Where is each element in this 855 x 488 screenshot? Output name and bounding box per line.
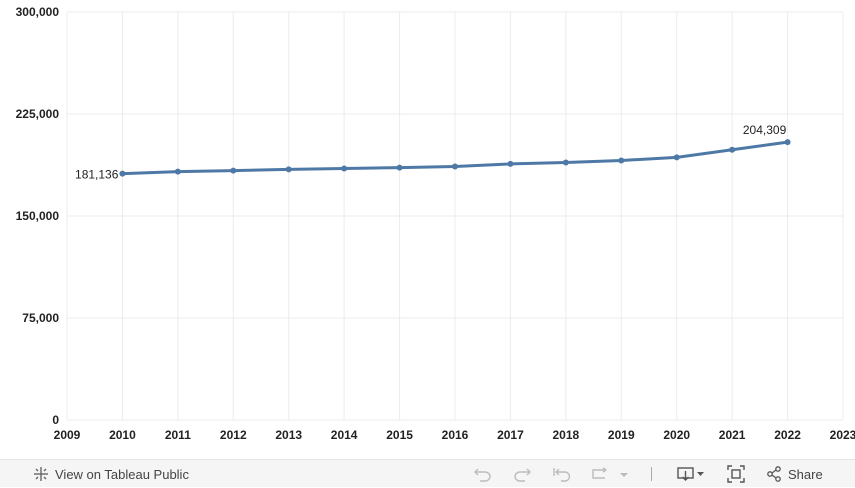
tableau-logo-icon bbox=[33, 466, 49, 482]
x-tick-label: 2023 bbox=[830, 428, 855, 442]
fullscreen-button[interactable] bbox=[727, 460, 745, 488]
data-point bbox=[784, 139, 791, 146]
toolbar-separator bbox=[651, 467, 652, 481]
x-tick-label: 2020 bbox=[663, 428, 690, 442]
share-icon bbox=[766, 466, 782, 482]
x-tick-label: 2013 bbox=[275, 428, 302, 442]
refresh-icon bbox=[590, 466, 630, 482]
data-point bbox=[507, 160, 514, 167]
share-label: Share bbox=[788, 466, 823, 482]
y-tick-label: 150,000 bbox=[16, 209, 60, 223]
y-tick-label: 75,000 bbox=[22, 311, 59, 325]
view-on-tableau-button[interactable]: View on Tableau Public bbox=[33, 460, 189, 488]
line-chart: 0 75,000 150,000 225,000 300,000 2009 2010 2011… bbox=[16, 5, 855, 442]
y-tick-label: 300,000 bbox=[16, 5, 60, 19]
data-point bbox=[341, 165, 348, 172]
chart-svg: 0 75,000 150,000 225,000 300,000 2009 2010 2011… bbox=[16, 5, 855, 442]
x-tick-label: 2018 bbox=[553, 428, 580, 442]
x-tick-label: 2009 bbox=[54, 428, 81, 442]
data-label-last: 204,309 bbox=[743, 123, 787, 137]
data-point bbox=[673, 154, 680, 161]
data-point bbox=[119, 170, 126, 177]
y-tick-label: 0 bbox=[52, 413, 59, 427]
data-label-first: 181,136 bbox=[75, 168, 119, 182]
undo-button[interactable] bbox=[474, 460, 492, 488]
fullscreen-icon bbox=[727, 465, 745, 483]
download-icon bbox=[677, 466, 705, 482]
x-tick-label: 2012 bbox=[220, 428, 247, 442]
x-tick-label: 2014 bbox=[331, 428, 358, 442]
data-point bbox=[618, 157, 625, 164]
x-tick-label: 2010 bbox=[109, 428, 136, 442]
view-on-tableau-label: View on Tableau Public bbox=[55, 466, 189, 482]
data-point bbox=[562, 159, 569, 166]
x-tick-label: 2011 bbox=[165, 428, 191, 442]
x-tick-label: 2017 bbox=[497, 428, 524, 442]
download-button[interactable] bbox=[677, 460, 705, 488]
data-point bbox=[230, 167, 237, 174]
data-point bbox=[452, 163, 458, 170]
revert-icon bbox=[553, 466, 571, 482]
revert-button[interactable] bbox=[553, 460, 571, 488]
share-button[interactable]: Share bbox=[766, 460, 823, 488]
data-point bbox=[729, 146, 736, 153]
data-point bbox=[285, 166, 292, 173]
x-tick-label: 2019 bbox=[608, 428, 635, 442]
x-tick-label: 2021 bbox=[719, 428, 746, 442]
redo-button[interactable] bbox=[513, 460, 531, 488]
toolbar: View on Tableau Public Share bbox=[0, 459, 855, 487]
x-tick-label: 2022 bbox=[774, 428, 801, 442]
y-tick-label: 225,000 bbox=[16, 107, 60, 121]
redo-icon bbox=[513, 466, 531, 482]
data-point bbox=[174, 168, 181, 175]
refresh-button[interactable] bbox=[590, 460, 630, 488]
x-tick-label: 2016 bbox=[442, 428, 469, 442]
data-point bbox=[396, 164, 403, 171]
undo-icon bbox=[474, 466, 492, 482]
x-tick-label: 2015 bbox=[386, 428, 413, 442]
